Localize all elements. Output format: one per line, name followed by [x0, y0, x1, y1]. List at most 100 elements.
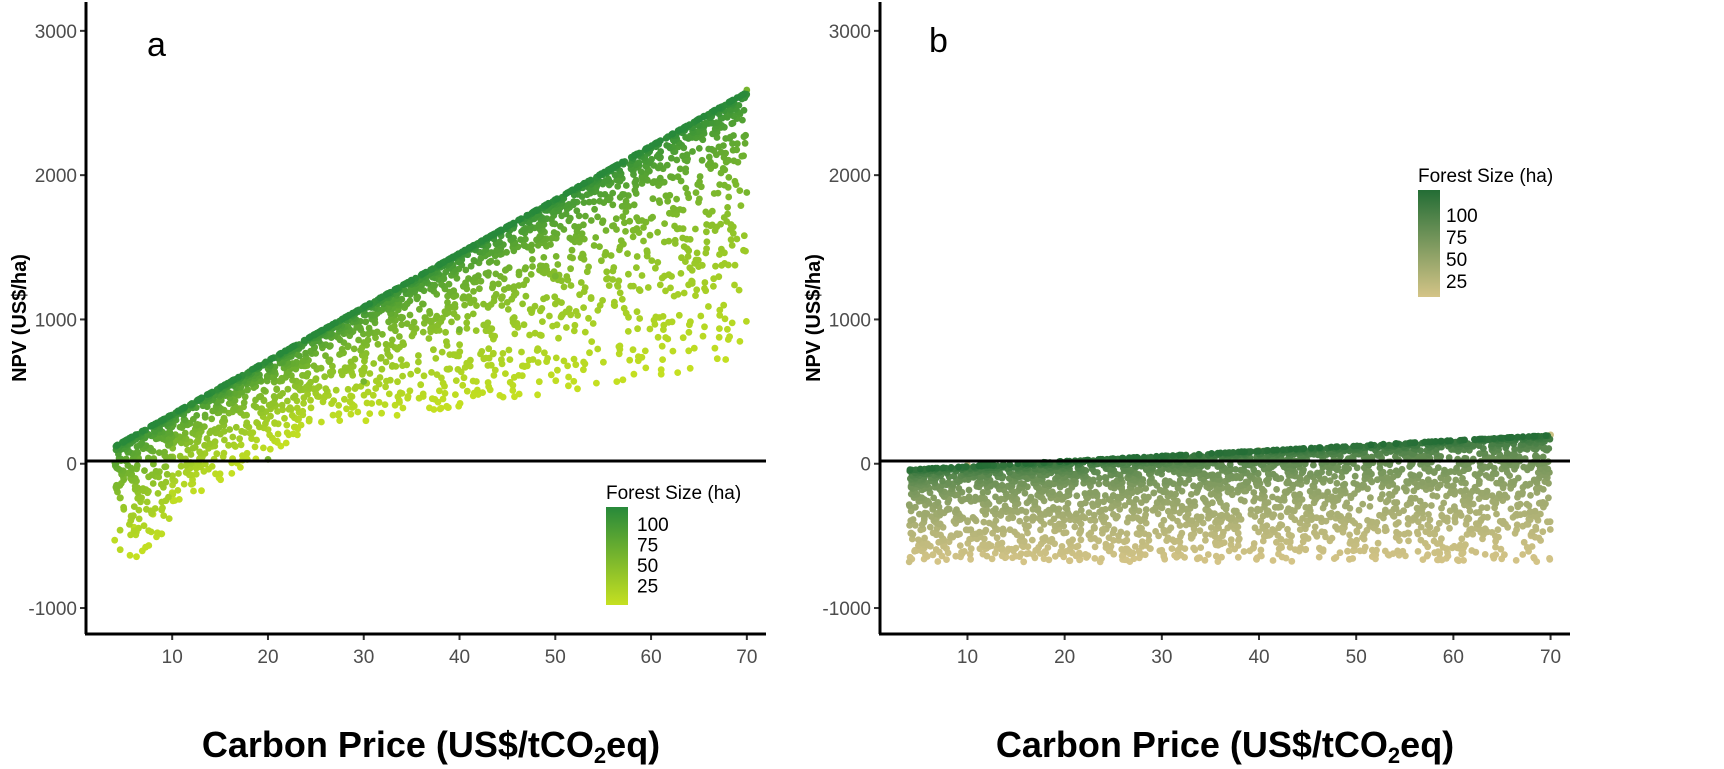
- scatter-point: [127, 512, 135, 520]
- scatter-point: [572, 308, 580, 315]
- scatter-point: [616, 342, 624, 350]
- scatter-point: [1379, 491, 1386, 498]
- scatter-point: [1501, 551, 1508, 559]
- scatter-point: [692, 256, 700, 264]
- scatter-point: [682, 165, 690, 173]
- scatter-point: [972, 493, 979, 501]
- scatter-point: [701, 285, 708, 292]
- scatter-point: [581, 284, 589, 291]
- scatter-point: [1012, 552, 1019, 560]
- scatter-point: [580, 304, 587, 311]
- scatter-point: [654, 259, 662, 266]
- scatter-point: [322, 385, 330, 392]
- scatter-point: [498, 356, 505, 364]
- scatter-point: [382, 358, 390, 366]
- scatter-point: [465, 275, 472, 282]
- scatter-point: [1315, 553, 1323, 561]
- scatter-point: [1089, 500, 1096, 508]
- scatter-point: [382, 340, 390, 348]
- scatter-point: [397, 356, 405, 363]
- scatter-point: [580, 221, 587, 229]
- scatter-point: [407, 370, 415, 378]
- scatter-point: [406, 311, 414, 319]
- scatter-point: [715, 333, 723, 341]
- scatter-point: [680, 243, 688, 251]
- scatter-point: [568, 246, 576, 254]
- scatter-point: [262, 358, 270, 366]
- scatter-point: [633, 308, 641, 316]
- scatter-point: [673, 156, 681, 164]
- scatter-point: [385, 390, 393, 398]
- scatter-point: [985, 540, 993, 548]
- scatter-point: [953, 530, 961, 537]
- scatter-point: [530, 208, 537, 216]
- scatter-point: [735, 102, 743, 109]
- scatter-point: [145, 527, 153, 534]
- scatter-point: [724, 325, 731, 333]
- scatter-point: [701, 323, 708, 331]
- scatter-point: [1333, 479, 1341, 487]
- scatter-point: [1040, 555, 1048, 563]
- scatter-point: [602, 249, 610, 256]
- scatter-point: [154, 490, 162, 497]
- scatter-point: [135, 506, 143, 514]
- scatter-point: [703, 228, 710, 236]
- scatter-point: [244, 386, 251, 393]
- scatter-point: [518, 348, 525, 356]
- legend-label: 50: [637, 556, 658, 577]
- scatter-point: [341, 313, 349, 321]
- scatter-point: [305, 415, 313, 423]
- scatter-point: [921, 534, 928, 542]
- scatter-point: [1416, 471, 1423, 479]
- scatter-point: [344, 385, 352, 393]
- scatter-point: [570, 198, 578, 206]
- scatter-point: [161, 448, 169, 456]
- scatter-point: [461, 247, 468, 254]
- scatter-point: [654, 228, 661, 236]
- scatter-point: [585, 263, 592, 271]
- legend-title-a: Forest Size (ha): [606, 483, 741, 504]
- scatter-point: [992, 493, 999, 501]
- scatter-point: [693, 249, 701, 257]
- scatter-point: [326, 356, 334, 364]
- scatter-point: [1321, 475, 1329, 483]
- scatter-point: [435, 261, 443, 269]
- scatter-point: [474, 272, 482, 280]
- scatter-point: [696, 173, 704, 180]
- scatter-point: [1095, 480, 1103, 488]
- scatter-point: [692, 292, 699, 299]
- scatter-point: [456, 341, 463, 349]
- scatter-point: [711, 344, 719, 352]
- scatter-point: [599, 217, 607, 225]
- scatter-point: [596, 197, 604, 205]
- scatter-point: [1178, 529, 1186, 537]
- scatter-point: [1130, 555, 1138, 563]
- scatter-point: [680, 289, 688, 297]
- scatter-point: [629, 346, 637, 354]
- legend-colorbar-a: [606, 507, 628, 605]
- scatter-point: [1447, 468, 1455, 475]
- scatter-point: [696, 178, 703, 186]
- scatter-point: [496, 392, 504, 399]
- scatter-point: [1519, 551, 1527, 558]
- scatter-point: [635, 286, 643, 293]
- scatter-point: [181, 429, 189, 437]
- scatter-point: [698, 156, 706, 164]
- scatter-point: [619, 213, 627, 221]
- scatter-point: [575, 212, 583, 220]
- scatter-point: [656, 162, 664, 169]
- scatter-point: [366, 410, 374, 417]
- scatter-point: [587, 294, 595, 301]
- scatter-point: [733, 235, 741, 243]
- scatter-point: [726, 333, 733, 340]
- scatter-point: [248, 435, 256, 442]
- scatter-point: [1513, 510, 1520, 518]
- scatter-point: [217, 383, 225, 391]
- scatter-point: [315, 383, 323, 390]
- scatter-point: [1334, 510, 1341, 518]
- scatter-point: [1218, 553, 1225, 561]
- scatter-point: [715, 273, 723, 281]
- scatter-point: [443, 338, 450, 346]
- scatter-point: [520, 321, 528, 329]
- scatter-point: [232, 423, 240, 431]
